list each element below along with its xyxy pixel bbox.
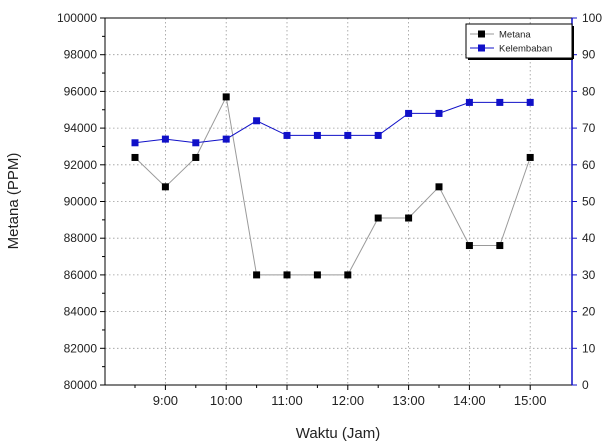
y-tick-label: 80000 — [64, 378, 98, 392]
data-point-kelembaban — [222, 135, 230, 143]
y-tick-label: 100000 — [57, 11, 97, 25]
data-point-metana — [465, 242, 473, 250]
y2-tick-label: 80 — [582, 84, 596, 98]
data-point-kelembaban — [161, 135, 169, 143]
legend-label-metana: Metana — [499, 30, 531, 41]
y-tick-label: 92000 — [64, 158, 98, 172]
y-tick-label: 96000 — [64, 84, 98, 98]
y2-tick-label: 30 — [582, 268, 596, 282]
data-point-metana — [253, 271, 261, 279]
legend: Metana Kelembaban — [465, 23, 574, 60]
data-point-kelembaban — [313, 131, 321, 139]
data-point-kelembaban — [374, 131, 382, 139]
data-point-kelembaban — [435, 109, 443, 117]
series-markers — [131, 93, 534, 279]
y-tick-label: 90000 — [64, 195, 98, 209]
axes — [100, 17, 577, 390]
y2-tick-label: 60 — [582, 158, 596, 172]
data-point-metana — [222, 93, 230, 101]
data-point-metana — [405, 214, 413, 222]
data-point-metana — [435, 183, 443, 191]
data-point-metana — [161, 183, 169, 191]
y-tick-label: 94000 — [64, 121, 98, 135]
x-tick-label: 11:00 — [271, 393, 303, 408]
data-point-metana — [313, 271, 321, 279]
data-point-metana — [283, 271, 291, 279]
data-point-kelembaban — [465, 98, 473, 106]
y2-tick-label: 70 — [582, 121, 596, 135]
x-axis-title: Waktu (Jam) — [296, 425, 380, 442]
data-point-kelembaban — [283, 131, 291, 139]
legend-marker-metana — [478, 30, 485, 38]
data-point-kelembaban — [526, 98, 534, 106]
data-point-metana — [131, 153, 139, 161]
series-line-metana — [134, 95, 531, 276]
legend-label-kelembaban: Kelembaban — [499, 44, 552, 55]
data-point-kelembaban — [253, 117, 261, 125]
x-tick-label: 14:00 — [453, 393, 486, 408]
y-tick-label: 84000 — [64, 305, 98, 319]
y-tick-label: 86000 — [64, 268, 98, 282]
x-tick-label: 12:00 — [332, 393, 365, 408]
y-tick-label: 98000 — [64, 48, 98, 62]
series-line-kelembaban — [134, 101, 531, 144]
y2-tick-label: 50 — [582, 195, 596, 209]
y2-tick-label: 20 — [582, 305, 596, 319]
y2-tick-label: 10 — [582, 341, 596, 355]
y2-tick-label: 90 — [582, 48, 596, 62]
x-tick-label: 13:00 — [392, 393, 425, 408]
x-tick-label: 15:00 — [514, 393, 547, 408]
series-lines — [134, 95, 531, 276]
data-point-metana — [344, 271, 352, 279]
data-point-metana — [496, 242, 504, 250]
data-point-metana — [192, 153, 200, 161]
data-point-kelembaban — [344, 131, 352, 139]
y2-tick-label: 0 — [582, 378, 589, 392]
y2-tick-label: 40 — [582, 231, 596, 245]
y-tick-label: 88000 — [64, 231, 98, 245]
x-tick-label: 10:00 — [210, 393, 243, 408]
data-point-kelembaban — [496, 98, 504, 106]
data-point-metana — [526, 153, 534, 161]
tick-labels: 80000 82000 84000 86000 88000 90000 92000 94000… — [57, 11, 602, 408]
data-point-kelembaban — [131, 139, 139, 147]
y-axis-title: Metana (PPM) — [5, 153, 22, 250]
y2-tick-label: 100 — [582, 11, 602, 25]
y-tick-label: 82000 — [64, 341, 98, 355]
x-tick-label: 9:00 — [153, 393, 178, 408]
data-point-kelembaban — [405, 109, 413, 117]
legend-marker-kelembaban — [478, 44, 485, 52]
data-point-kelembaban — [192, 139, 200, 147]
data-point-metana — [374, 214, 382, 222]
